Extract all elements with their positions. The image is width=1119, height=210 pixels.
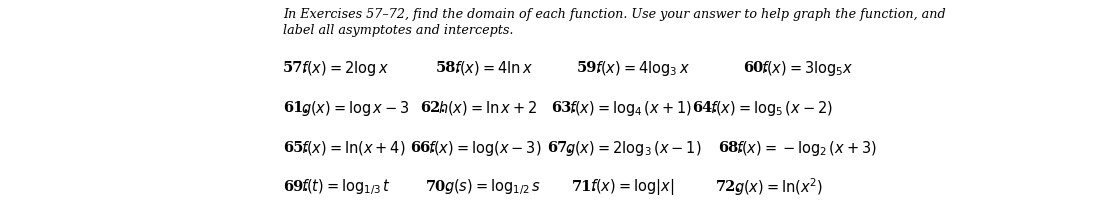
Text: 69.: 69.	[283, 180, 308, 194]
Text: 63.: 63.	[551, 101, 576, 115]
Text: In Exercises 57–72, find the domain of each function. Use your answer to help gr: In Exercises 57–72, find the domain of e…	[283, 8, 946, 21]
Text: 62.: 62.	[420, 101, 445, 115]
Text: 58.: 58.	[436, 61, 461, 75]
Text: 61.: 61.	[283, 101, 309, 115]
Text: 60.: 60.	[743, 61, 768, 75]
Text: label all asymptotes and intercepts.: label all asymptotes and intercepts.	[283, 24, 514, 37]
Text: 57.: 57.	[283, 61, 309, 75]
Text: $f(x) = \log|x|$: $f(x) = \log|x|$	[590, 177, 674, 197]
Text: 59.: 59.	[577, 61, 602, 75]
Text: $f(x) = \log_4(x+1)$: $f(x) = \log_4(x+1)$	[568, 98, 692, 118]
Text: $g(x) = \log x - 3$: $g(x) = \log x - 3$	[301, 98, 410, 118]
Text: 64.: 64.	[692, 101, 717, 115]
Text: $f(t) = \log_{1/3} t$: $f(t) = \log_{1/3} t$	[301, 177, 392, 197]
Text: $f(x) = 3\log_5\! x$: $f(x) = 3\log_5\! x$	[761, 59, 854, 77]
Text: $f(x) = \log(x - 3)$: $f(x) = \log(x - 3)$	[427, 139, 542, 158]
Text: $f(x) = \log_5(x - 2)$: $f(x) = \log_5(x - 2)$	[709, 98, 833, 118]
Text: 68.: 68.	[718, 141, 743, 155]
Text: $f(x) = -\log_2(x+3)$: $f(x) = -\log_2(x+3)$	[736, 139, 877, 158]
Text: 65.: 65.	[283, 141, 309, 155]
Text: 72.: 72.	[716, 180, 742, 194]
Text: 67.: 67.	[547, 141, 572, 155]
Text: $h(x) = \ln x + 2$: $h(x) = \ln x + 2$	[438, 99, 537, 117]
Text: 66.: 66.	[410, 141, 435, 155]
Text: $f(x) = 4\ln x$: $f(x) = 4\ln x$	[454, 59, 533, 77]
Text: 71.: 71.	[572, 180, 598, 194]
Text: $g(s) = \log_{1/2} s$: $g(s) = \log_{1/2} s$	[444, 177, 540, 197]
Text: $f(x) = \ln(x+4)$: $f(x) = \ln(x+4)$	[301, 139, 405, 157]
Text: 70.: 70.	[426, 180, 451, 194]
Text: $f(x) = 2\log x$: $f(x) = 2\log x$	[301, 59, 389, 77]
Text: $g(x) = 2\log_3(x - 1)$: $g(x) = 2\log_3(x - 1)$	[565, 139, 702, 158]
Text: $f(x) = 4\log_3 x$: $f(x) = 4\log_3 x$	[595, 59, 690, 77]
Text: $g(x) = \ln(x^2)$: $g(x) = \ln(x^2)$	[734, 176, 824, 198]
